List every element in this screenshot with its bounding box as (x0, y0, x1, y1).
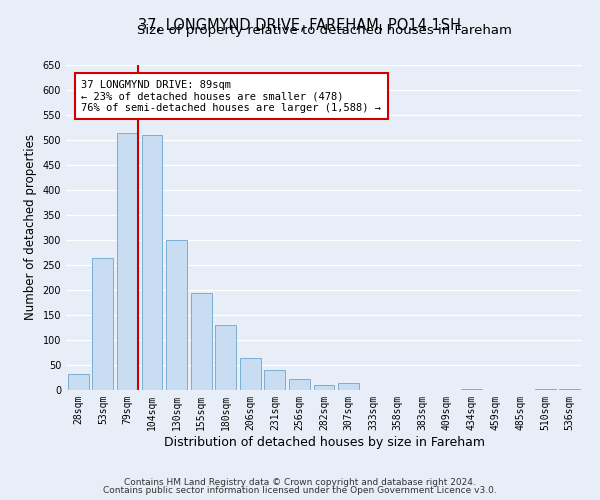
Text: Contains HM Land Registry data © Crown copyright and database right 2024.: Contains HM Land Registry data © Crown c… (124, 478, 476, 487)
Text: 37, LONGMYND DRIVE, FAREHAM, PO14 1SH: 37, LONGMYND DRIVE, FAREHAM, PO14 1SH (139, 18, 461, 32)
Bar (289, 378, 310, 390)
Text: Contains public sector information licensed under the Open Government Licence v3: Contains public sector information licen… (103, 486, 497, 495)
Bar (117, 132, 138, 390)
Bar (240, 358, 261, 390)
X-axis label: Distribution of detached houses by size in Fareham: Distribution of detached houses by size … (163, 436, 485, 448)
Bar (166, 240, 187, 390)
Bar (461, 388, 482, 390)
Bar (68, 374, 89, 390)
Text: 37 LONGMYND DRIVE: 89sqm
← 23% of detached houses are smaller (478)
76% of semi-: 37 LONGMYND DRIVE: 89sqm ← 23% of detach… (82, 80, 382, 113)
Y-axis label: Number of detached properties: Number of detached properties (24, 134, 37, 320)
Bar (314, 385, 334, 390)
Bar (338, 382, 359, 390)
Bar (191, 292, 212, 390)
Bar (92, 258, 113, 390)
Bar (215, 325, 236, 390)
Title: Size of property relative to detached houses in Fareham: Size of property relative to detached ho… (137, 24, 511, 38)
Bar (559, 388, 580, 390)
Bar (142, 135, 163, 390)
Bar (535, 388, 556, 390)
Bar (265, 370, 286, 390)
